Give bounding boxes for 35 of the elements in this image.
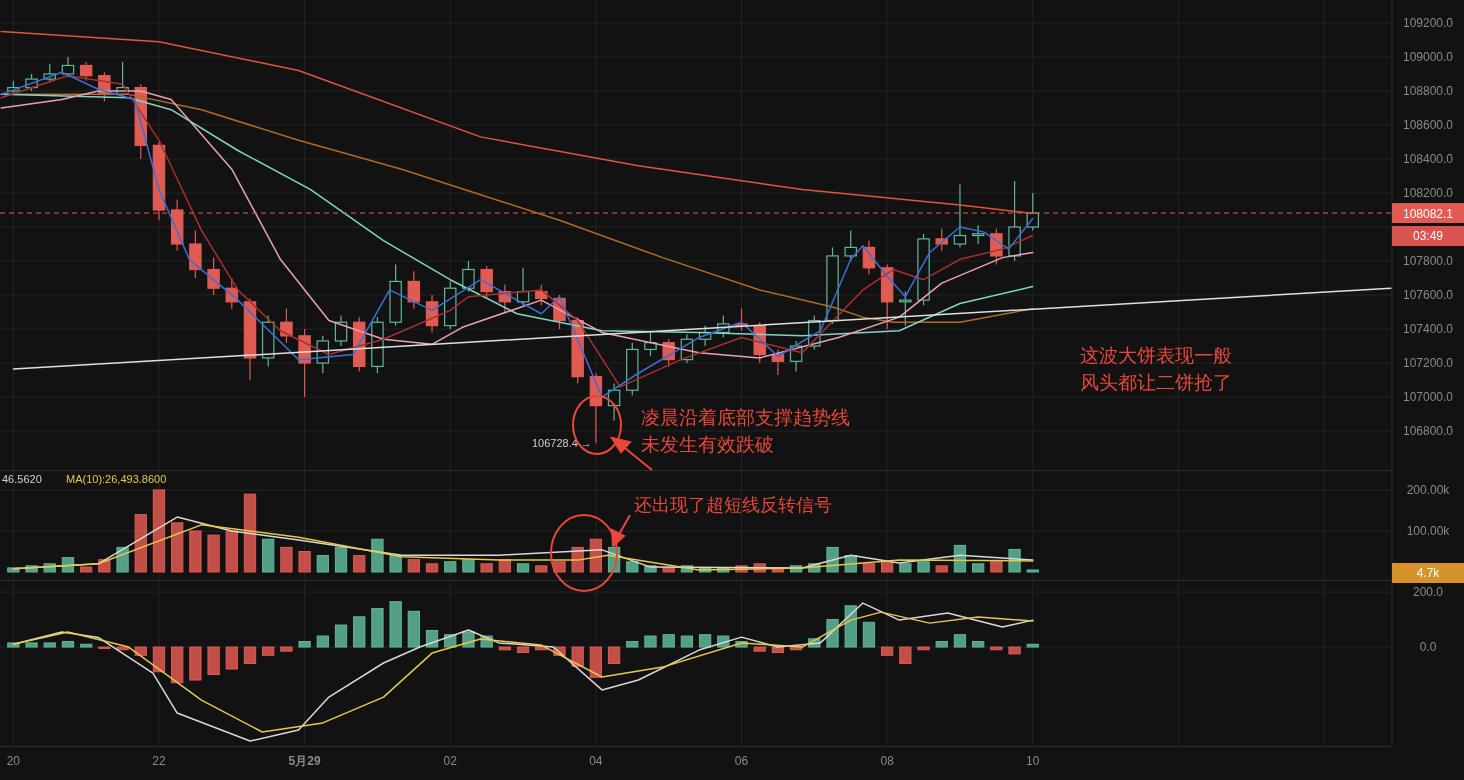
annotation: 还出现了超短线反转信号 — [634, 495, 832, 515]
y-tick-label: 107800.0 — [1402, 254, 1454, 269]
x-tick-label: 04 — [589, 754, 603, 768]
y-tick-label: 107200.0 — [1402, 356, 1454, 371]
y-tick-label: 108800.0 — [1402, 83, 1454, 98]
annotation: 风头都让二饼抢了 — [1080, 372, 1232, 393]
y-tick-label: 108200.0 — [1402, 186, 1454, 200]
y-tick-label: 107400.0 — [1402, 322, 1454, 337]
x-tick-label: 02 — [443, 754, 458, 768]
annotation: 106728.4 → — [531, 437, 592, 450]
x-tick-label: 20 — [6, 754, 21, 768]
y-tick-label: 106800.0 — [1402, 424, 1454, 439]
y-tick-label: 100.00k — [1406, 524, 1451, 539]
annotation: 未发生有效跌破 — [641, 434, 774, 455]
y-tick-label: 109200.0 — [1402, 15, 1454, 30]
text: 03:49 — [1412, 229, 1444, 243]
x-tick-label: 22 — [152, 754, 166, 768]
y-tick-label: 107000.0 — [1402, 390, 1454, 405]
x-tick-label: 06 — [734, 754, 749, 768]
y-tick-label: 200.0 — [1412, 585, 1444, 600]
y-tick-label: 108600.0 — [1402, 117, 1454, 132]
annotation: 46.5620 — [2, 473, 42, 485]
y-tick-label: 200.00k — [1406, 483, 1451, 498]
annotation: 凌晨沿着底部支撑趋势线 — [641, 407, 850, 428]
text: 4.7k — [1416, 566, 1441, 580]
x-tick-label: 08 — [880, 754, 895, 768]
y-tick-label: 109000.0 — [1402, 49, 1454, 64]
x-tick-label: 10 — [1026, 754, 1040, 768]
ref-line-label: 108082.1 — [1402, 206, 1454, 221]
x-tick-label: 5月29 — [288, 754, 321, 768]
annotation: 这波大饼表现一般 — [1080, 345, 1232, 366]
y-tick-label: 107600.0 — [1402, 288, 1454, 303]
y-tick-label: 108400.0 — [1402, 151, 1454, 166]
annotation: MA(10):26,493.8600 — [66, 473, 167, 485]
y-tick-label: 0.0 — [1419, 640, 1437, 655]
